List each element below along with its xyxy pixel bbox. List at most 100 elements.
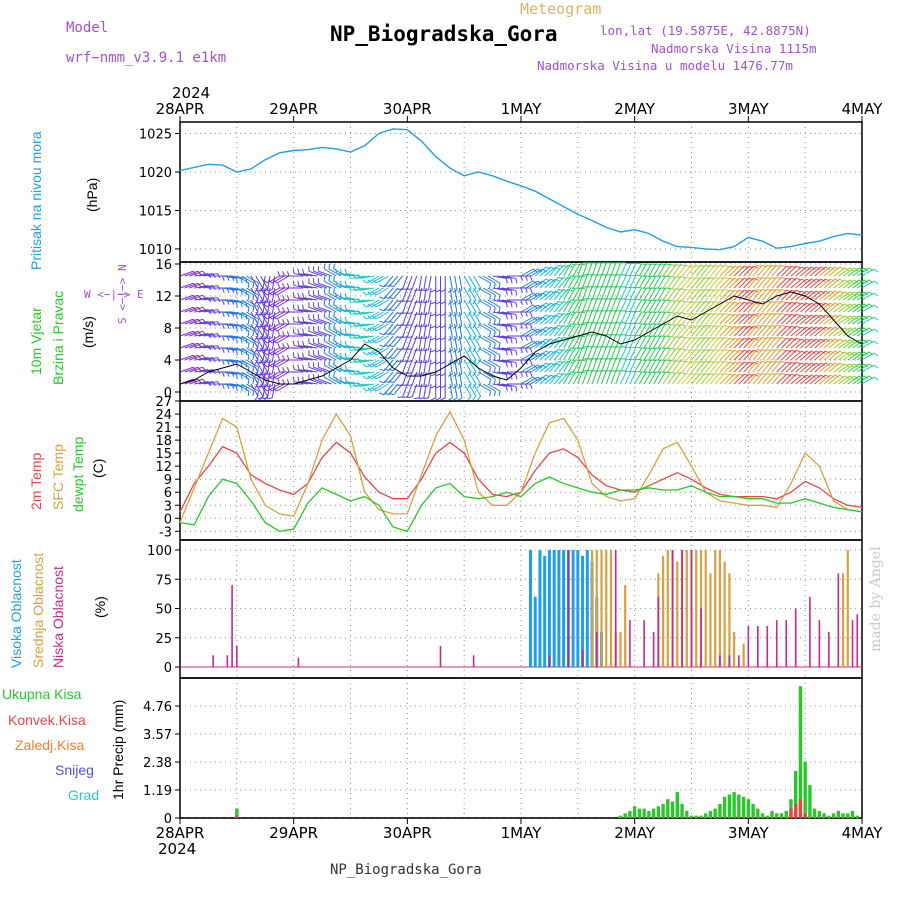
wind-barb-flag xyxy=(791,277,797,281)
wind-barb xyxy=(610,334,617,349)
wind-barb-flag xyxy=(257,373,263,376)
wind-barb-flag xyxy=(192,294,197,300)
wind-barb-flag xyxy=(357,273,361,279)
wind-barb xyxy=(714,288,725,301)
wind-barb-flag xyxy=(505,338,508,344)
wind-barb xyxy=(271,371,276,386)
precip-total-bar xyxy=(793,770,798,818)
wind-barb-flag xyxy=(791,373,797,377)
wind-barb xyxy=(601,286,607,301)
cloud-low-bar xyxy=(700,608,702,667)
wind-barb xyxy=(227,323,242,327)
wind-barb-flag xyxy=(815,374,821,378)
wind-barb xyxy=(203,273,218,277)
wind-barb xyxy=(318,294,332,301)
wind-barb xyxy=(591,298,598,313)
wind-barb-flag xyxy=(388,320,394,324)
wind-barb-flag xyxy=(418,373,424,376)
wind-barb xyxy=(852,351,865,361)
wind-barb xyxy=(586,262,593,277)
wind-barb-flag xyxy=(525,287,528,293)
wind-compass: W <−|−> E xyxy=(84,288,144,301)
wind-barb xyxy=(729,277,740,289)
x-tick-label-top: 28APR xyxy=(156,100,205,118)
wind-barb xyxy=(222,287,237,291)
wind-barb-flag xyxy=(257,337,263,340)
wind-barb xyxy=(638,323,647,337)
wind-barb xyxy=(271,323,276,338)
cloud-mid-bar xyxy=(609,550,613,667)
wind-barb-flag xyxy=(665,275,671,278)
wind-barb-flag xyxy=(435,337,441,341)
wind-barb xyxy=(478,299,491,308)
wind-barb-flag xyxy=(328,299,331,306)
wind-barb xyxy=(719,325,731,337)
wind-barb xyxy=(752,312,763,325)
wind-barb-flag xyxy=(472,395,477,401)
wind-barb xyxy=(267,275,280,284)
wind-barb xyxy=(596,274,603,289)
precip-total-bar xyxy=(656,806,661,818)
wind-barb-flag xyxy=(414,349,420,352)
wind-barb xyxy=(733,289,745,301)
cloud-low-bar xyxy=(690,550,693,667)
wind-barb xyxy=(809,350,821,361)
wind-barb xyxy=(852,327,865,337)
wind-barb xyxy=(294,381,308,385)
wind-barb xyxy=(449,275,453,290)
wind-barb-flag xyxy=(423,301,429,304)
wind-barb-flag xyxy=(815,266,821,270)
wind-barb-flag xyxy=(339,304,342,310)
cloud-low-bar xyxy=(567,550,570,667)
wind-barb-flag xyxy=(801,338,807,342)
wind-barb xyxy=(428,371,432,386)
wind-barb xyxy=(276,287,290,296)
wind-barb xyxy=(227,287,242,291)
wind-barb xyxy=(478,383,491,392)
wind-barb xyxy=(686,264,697,277)
wind-barb xyxy=(790,266,803,277)
wind-barb-flag xyxy=(806,278,812,282)
wind-barb xyxy=(501,275,516,279)
wind-barb xyxy=(406,371,413,386)
wind-barb xyxy=(520,340,534,349)
wind-barb xyxy=(681,348,692,361)
wind-barb-flag xyxy=(328,371,331,378)
wind-barb-flag xyxy=(302,304,305,310)
x-tick-label-bottom: 3MAY xyxy=(728,824,770,842)
wind-barb xyxy=(747,264,758,277)
wind-barb xyxy=(530,364,543,373)
wind-barb xyxy=(553,360,564,373)
wind-barb xyxy=(615,346,621,361)
wind-barb xyxy=(428,347,432,362)
wind-barb xyxy=(643,335,652,349)
wind-barb xyxy=(350,347,365,351)
wind-barb-flag xyxy=(724,348,730,352)
wind-barb-flag xyxy=(780,312,786,316)
wind-barb-flag xyxy=(748,277,754,281)
wind-barb-flag xyxy=(286,379,290,385)
wind-barb-flag xyxy=(567,312,573,316)
wind-barb xyxy=(676,336,687,349)
wind-barb-flag xyxy=(815,278,821,282)
wind-barb xyxy=(487,383,501,392)
wind-barb xyxy=(809,326,821,337)
wind-barb-flag xyxy=(505,302,508,308)
wind-barb xyxy=(271,335,285,344)
wind-barb-flag xyxy=(489,330,491,337)
wind-barb-flag xyxy=(505,326,508,332)
wind-barb-flag xyxy=(414,325,420,328)
wind-barb xyxy=(454,323,458,338)
wind-barb xyxy=(360,299,375,303)
wind-barb xyxy=(458,323,463,338)
wind-barb-flag xyxy=(801,350,807,354)
wind-barb xyxy=(241,371,254,380)
wind-barb xyxy=(790,290,803,301)
wind-barb-flag xyxy=(567,372,573,376)
wind-barb-flag xyxy=(292,316,295,322)
wind-barb-flag xyxy=(515,290,518,296)
wind-barb xyxy=(492,323,507,327)
wind-barb-flag xyxy=(297,376,300,382)
wind-barb xyxy=(804,374,817,385)
wind-barb xyxy=(544,290,556,301)
